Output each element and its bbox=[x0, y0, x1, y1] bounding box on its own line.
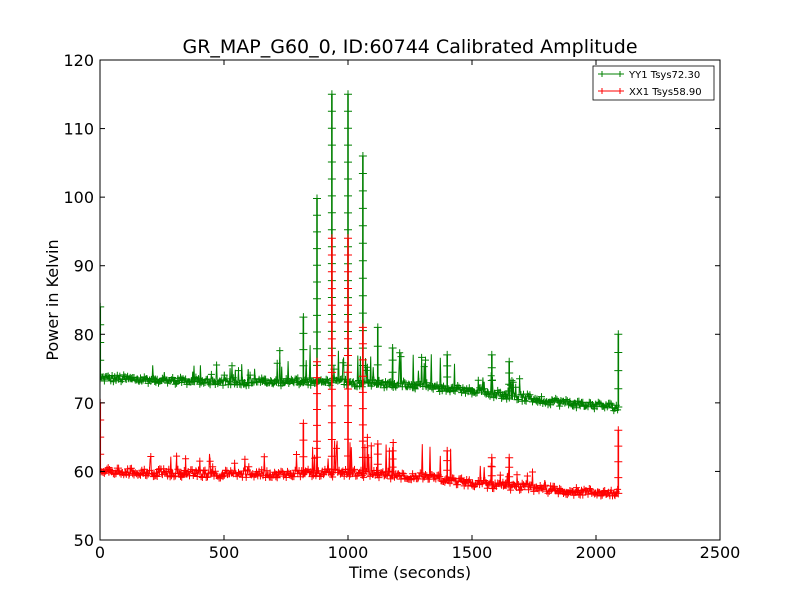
chart-title: GR_MAP_G60_0, ID:60744 Calibrated Amplit… bbox=[182, 36, 637, 58]
x-tick-label: 2000 bbox=[576, 543, 617, 562]
data-point-spike bbox=[487, 350, 496, 398]
axis-ticks: 0 500 1000 1500 2000 2500 50 60 70 80 90 100 110 120 bbox=[63, 51, 740, 562]
x-tick-label: 0 bbox=[95, 543, 105, 562]
data-point-spike bbox=[443, 350, 452, 393]
data-point-spike bbox=[373, 323, 382, 388]
data-point-spike bbox=[443, 446, 452, 484]
series-layer bbox=[100, 90, 623, 500]
data-point-spike bbox=[313, 357, 321, 478]
plot-frame bbox=[99, 59, 721, 541]
data-point-spike bbox=[487, 453, 496, 489]
legend-label-xx1: XX1 Tsys58.90 bbox=[629, 87, 702, 98]
y-tick-label: 60 bbox=[74, 462, 94, 481]
legend-label-yy1: YY1 Tsys72.30 bbox=[628, 70, 700, 81]
y-tick-label: 110 bbox=[63, 120, 94, 139]
data-point-spike bbox=[388, 446, 397, 480]
x-tick-label: 500 bbox=[209, 543, 240, 562]
data-point-spike bbox=[614, 330, 623, 411]
data-point-spike bbox=[327, 234, 336, 477]
y-tick-label: 100 bbox=[63, 188, 94, 207]
y-tick-label: 80 bbox=[74, 325, 94, 344]
y-axis-title: Power in Kelvin bbox=[43, 239, 62, 360]
data-point-spike bbox=[614, 426, 623, 498]
data-point-spike bbox=[299, 313, 308, 386]
data-point-spike bbox=[373, 440, 382, 479]
legend: YY1 Tsys72.30 XX1 Tsys58.90 bbox=[592, 65, 715, 101]
data-point-spike bbox=[388, 344, 397, 389]
data-point-spike bbox=[505, 453, 514, 491]
data-point-spike bbox=[358, 323, 367, 478]
x-tick-label: 1500 bbox=[452, 543, 493, 562]
x-tick-label: 1000 bbox=[328, 543, 369, 562]
y-tick-label: 70 bbox=[74, 394, 94, 413]
legend-box bbox=[592, 65, 715, 101]
data-point-spike bbox=[505, 357, 514, 400]
data-point-spike bbox=[299, 419, 308, 478]
x-axis-title: Time (seconds) bbox=[348, 563, 471, 582]
y-tick-label: 120 bbox=[63, 51, 94, 70]
legend-entry-xx1: XX1 Tsys58.90 bbox=[598, 87, 702, 98]
y-tick-label: 90 bbox=[74, 257, 94, 276]
data-point-spike bbox=[344, 234, 352, 477]
x-tick-label: 2500 bbox=[700, 543, 741, 562]
y-tick-label: 50 bbox=[74, 531, 94, 550]
legend-entry-yy1: YY1 Tsys72.30 bbox=[598, 70, 700, 81]
